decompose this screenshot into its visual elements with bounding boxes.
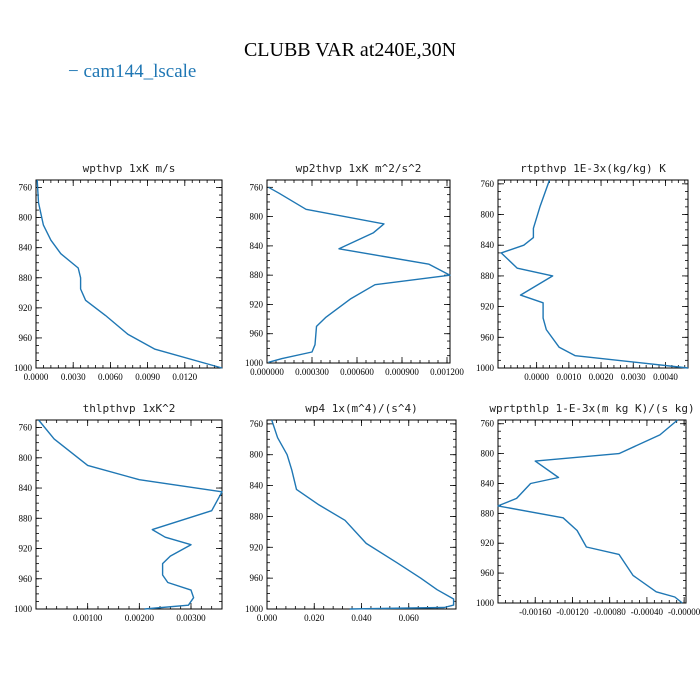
x-tick-label: 0.00300 bbox=[176, 613, 206, 623]
y-tick-label: 880 bbox=[19, 513, 33, 523]
panel-frame bbox=[497, 179, 689, 369]
panel-frame bbox=[35, 419, 223, 610]
y-tick-label: 960 bbox=[19, 574, 33, 584]
y-tick-label: 920 bbox=[19, 544, 33, 554]
y-tick-label: 960 bbox=[481, 568, 495, 578]
x-tick-label: 0.000000 bbox=[250, 367, 284, 377]
x-tick-label: -0.00080 bbox=[594, 607, 627, 617]
x-tick-label: 0.000900 bbox=[385, 367, 419, 377]
y-tick-label: 880 bbox=[250, 511, 264, 521]
y-tick-label: 1000 bbox=[245, 604, 264, 614]
y-tick-label: 1000 bbox=[14, 604, 33, 614]
series-line bbox=[268, 186, 451, 363]
y-tick-label: 800 bbox=[19, 213, 33, 223]
y-tick-label: 920 bbox=[250, 299, 264, 309]
y-tick-label: 960 bbox=[250, 329, 264, 339]
y-tick-label: 1000 bbox=[245, 358, 264, 368]
y-tick-label: 1000 bbox=[476, 598, 495, 608]
panel-6: wprtpthlp 1-E-3x(m kg K)/(s kg) 760 800 840… bbox=[476, 402, 700, 617]
y-tick-label: 800 bbox=[19, 453, 33, 463]
x-tick-label: -0.00040 bbox=[631, 607, 664, 617]
y-tick-label: 1000 bbox=[476, 363, 495, 373]
y-tick-label: 840 bbox=[19, 483, 33, 493]
x-tick-label: 0.0030 bbox=[61, 372, 86, 382]
y-tick-label: 760 bbox=[250, 182, 264, 192]
y-tick-label: 800 bbox=[250, 450, 264, 460]
panel-1: wpthvp 1xK m/s76080084088092096010000.00… bbox=[14, 162, 223, 382]
y-tick-label: 920 bbox=[250, 542, 264, 552]
x-tick-label: 0.0030 bbox=[621, 372, 646, 382]
x-tick-label: 0.0090 bbox=[135, 372, 160, 382]
x-tick-label: 0.0040 bbox=[653, 372, 678, 382]
x-tick-label: 0.000 bbox=[257, 613, 278, 623]
x-tick-label: 0.0020 bbox=[589, 372, 614, 382]
y-tick-label: 840 bbox=[481, 478, 495, 488]
panel-title: rtpthvp 1E-3x(kg/kg) K bbox=[520, 162, 666, 175]
legend: − cam144_lscale bbox=[68, 61, 196, 82]
x-tick-label: -0.00000 bbox=[668, 607, 700, 617]
y-tick-label: 880 bbox=[19, 273, 33, 283]
y-tick-label: 760 bbox=[481, 419, 495, 429]
y-tick-label: 840 bbox=[250, 241, 264, 251]
figure-title: CLUBB VAR at240E,30N bbox=[244, 39, 456, 61]
x-tick-label: 0.0010 bbox=[556, 372, 581, 382]
panel-frame bbox=[266, 419, 457, 610]
y-tick-label: 960 bbox=[250, 573, 264, 583]
panel-title: wp4 1x(m^4)/(s^4) bbox=[305, 402, 418, 415]
x-tick-label: 0.00100 bbox=[73, 613, 103, 623]
y-tick-label: 920 bbox=[19, 303, 33, 313]
series-line bbox=[271, 419, 455, 610]
panel-4: thlpthvp 1xK^2 760 800 840 880 920 960 1000 0.00… bbox=[14, 402, 223, 623]
y-tick-label: 760 bbox=[481, 179, 495, 189]
x-tick-label: 0.0000 bbox=[524, 372, 549, 382]
panel-title: wp2thvp 1xK m^2/s^2 bbox=[296, 162, 422, 175]
y-tick-label: 800 bbox=[481, 210, 495, 220]
series-line bbox=[38, 419, 223, 610]
x-tick-label: 0.0000 bbox=[24, 372, 49, 382]
x-tick-label: 0.0060 bbox=[98, 372, 123, 382]
y-tick-label: 960 bbox=[19, 333, 33, 343]
panel-title: thlpthvp 1xK^2 bbox=[83, 402, 176, 415]
y-tick-label: 840 bbox=[481, 240, 495, 250]
y-tick-label: 800 bbox=[250, 212, 264, 222]
legend-label: − cam144_lscale bbox=[68, 61, 196, 82]
panel-3: rtpthvp 1E-3x(kg/kg) K 760 800 840 880 920 960… bbox=[476, 162, 689, 382]
y-tick-label: 840 bbox=[250, 481, 264, 491]
y-tick-label: 920 bbox=[481, 538, 495, 548]
chart-panels: wpthvp 1xK m/s76080084088092096010000.00… bbox=[14, 162, 700, 623]
y-tick-label: 760 bbox=[19, 183, 33, 193]
series-line bbox=[500, 179, 689, 369]
y-tick-label: 760 bbox=[250, 419, 264, 429]
x-tick-label: 0.0120 bbox=[172, 372, 197, 382]
x-tick-label: 0.000300 bbox=[295, 367, 329, 377]
x-tick-label: 0.040 bbox=[351, 613, 372, 623]
panel-title: wprtpthlp 1-E-3x(m kg K)/(s kg) bbox=[489, 402, 694, 415]
y-tick-label: 880 bbox=[250, 270, 264, 280]
x-tick-label: -0.00120 bbox=[556, 607, 589, 617]
x-tick-label: 0.000600 bbox=[340, 367, 374, 377]
y-tick-label: 760 bbox=[19, 423, 33, 433]
x-tick-label: 0.020 bbox=[304, 613, 325, 623]
panel-frame bbox=[35, 179, 223, 369]
x-tick-label: 0.060 bbox=[399, 613, 420, 623]
x-tick-label: -0.00160 bbox=[519, 607, 552, 617]
panel-frame bbox=[497, 419, 687, 604]
y-tick-label: 880 bbox=[481, 271, 495, 281]
series-line bbox=[497, 419, 683, 604]
y-tick-label: 1000 bbox=[14, 363, 33, 373]
panel-5: wp4 1x(m^4)/(s^4)76080084088092096010000… bbox=[245, 402, 457, 623]
x-tick-label: 0.001200 bbox=[430, 367, 464, 377]
panel-title: wpthvp 1xK m/s bbox=[83, 162, 176, 175]
series-line bbox=[36, 179, 223, 369]
y-tick-label: 880 bbox=[481, 508, 495, 518]
y-tick-label: 840 bbox=[19, 243, 33, 253]
y-tick-label: 920 bbox=[481, 302, 495, 312]
panel-frame bbox=[266, 179, 451, 364]
x-tick-label: 0.00200 bbox=[125, 613, 155, 623]
panel-2: wp2thvp 1xK m^2/s^2 760 800 840 880 920 960 100… bbox=[245, 162, 464, 377]
y-tick-label: 800 bbox=[481, 449, 495, 459]
y-tick-label: 960 bbox=[481, 332, 495, 342]
